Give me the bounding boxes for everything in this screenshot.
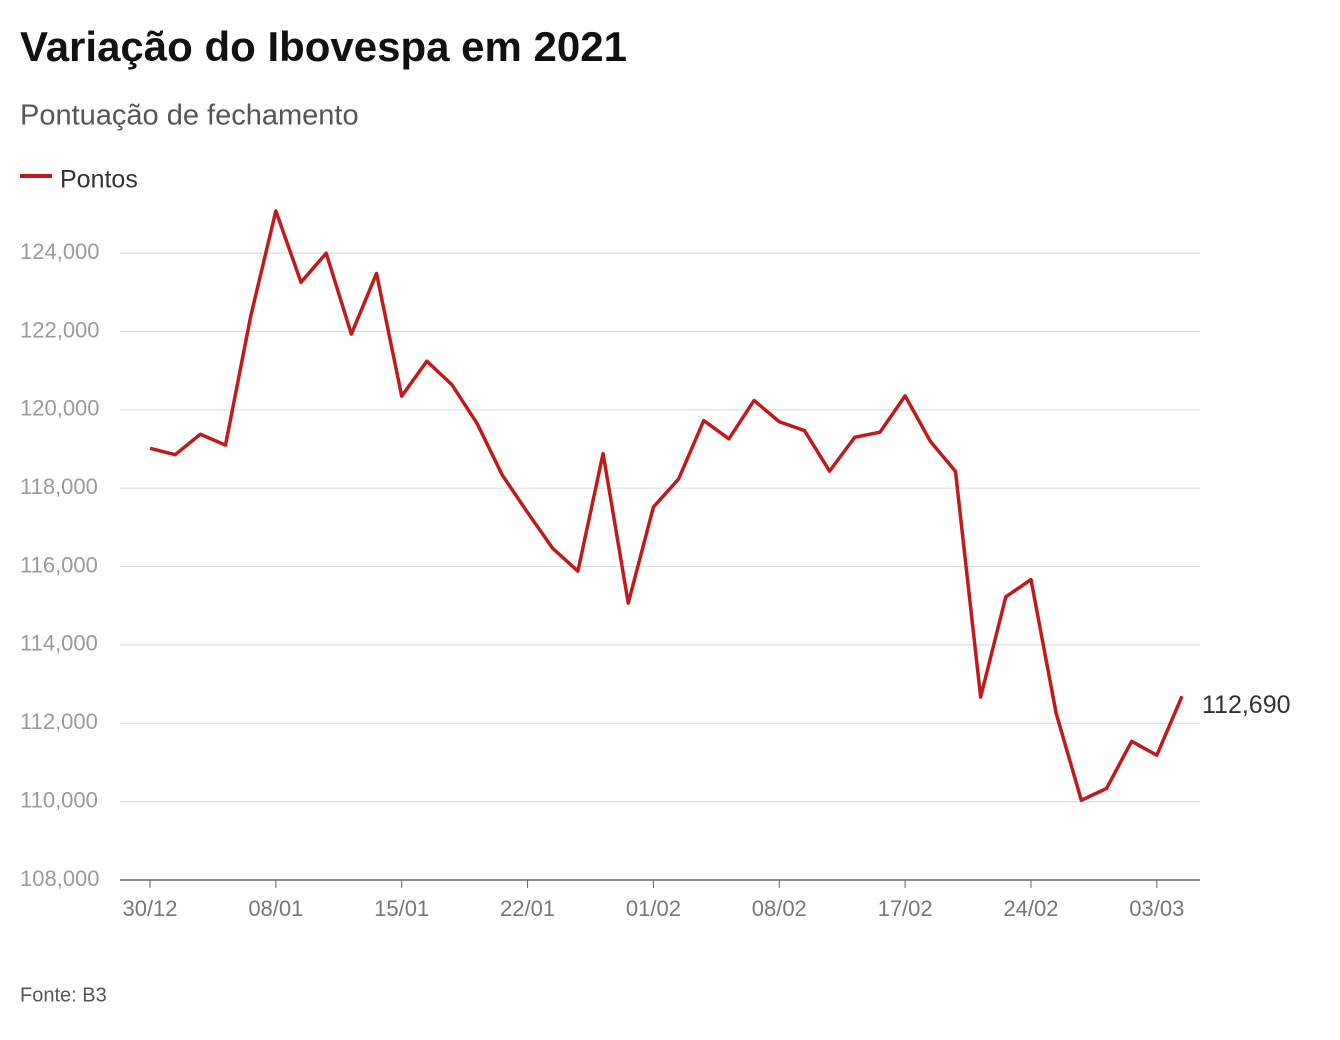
x-tick-label: 15/01 — [374, 896, 429, 921]
x-tick-label: 17/02 — [878, 896, 933, 921]
source: Fonte: B3 — [20, 984, 107, 1006]
y-tick-label: 124,000 — [20, 239, 100, 264]
y-tick-label: 116,000 — [20, 552, 98, 577]
value-label: 112,690 — [1202, 691, 1291, 719]
x-tick-label: 24/02 — [1003, 896, 1058, 921]
y-tick-label: 112,000 — [20, 709, 98, 734]
chart-subtitle: Pontuação de fechamento — [20, 100, 359, 132]
y-tick-label: 110,000 — [20, 787, 98, 812]
y-tick-label: 114,000 — [20, 631, 98, 656]
x-tick-label: 01/02 — [626, 896, 681, 921]
x-tick-label: 22/01 — [500, 896, 555, 921]
x-tick-label: 08/01 — [248, 896, 303, 921]
x-tick-label: 03/03 — [1129, 896, 1184, 921]
y-tick-label: 122,000 — [20, 317, 100, 342]
y-tick-label: 118,000 — [20, 474, 98, 499]
legend-label: Pontos — [60, 166, 138, 194]
x-tick-label: 08/02 — [752, 896, 807, 921]
y-tick-label: 108,000 — [20, 866, 100, 891]
chart-title: Variação do Ibovespa em 2021 — [20, 23, 627, 70]
series-line — [149, 209, 1184, 803]
x-tick-label: 30/12 — [122, 896, 177, 921]
y-tick-label: 120,000 — [20, 396, 100, 421]
